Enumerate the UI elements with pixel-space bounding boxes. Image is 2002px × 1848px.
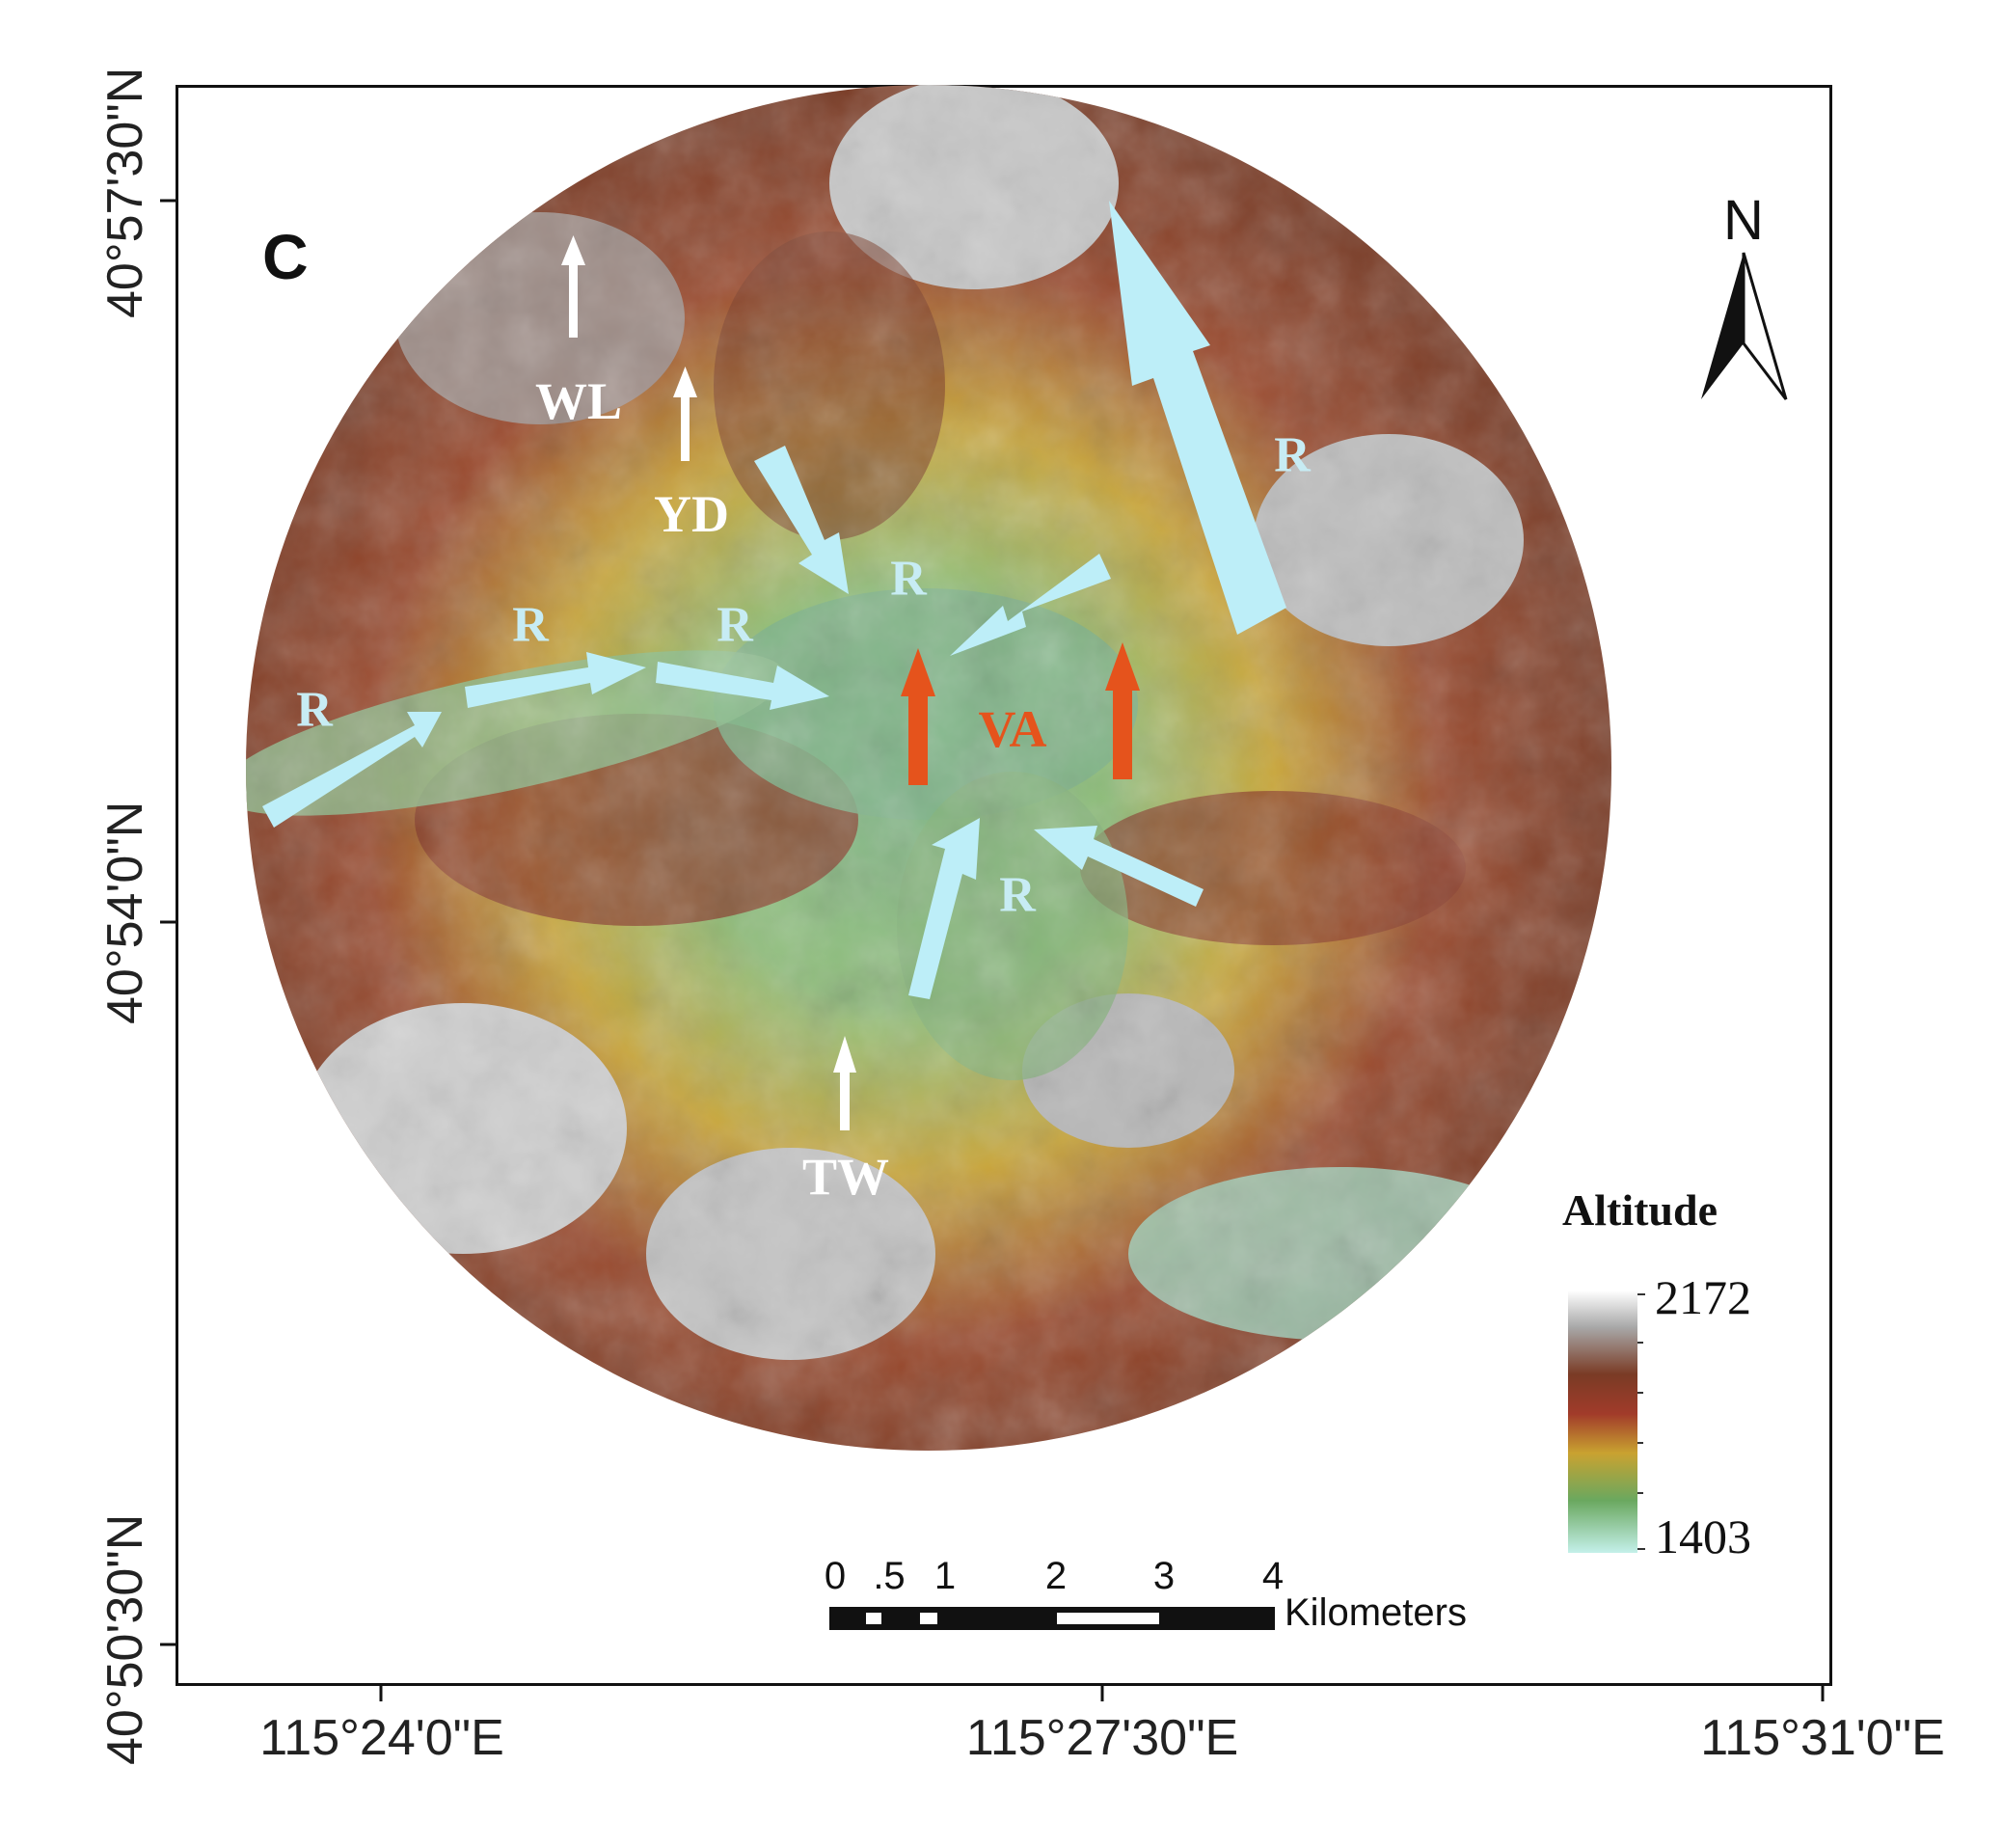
river-arrow-se xyxy=(1034,826,1204,907)
latitude-label-bottom: 40°50'30"N xyxy=(97,1513,153,1765)
site-arrows xyxy=(561,235,856,1130)
site-arrow-wl xyxy=(561,235,585,338)
site-label-tw: TW xyxy=(801,1148,890,1206)
river-arrow-w2 xyxy=(465,652,646,708)
legend-min-value: 1403 xyxy=(1655,1509,1751,1563)
valley-arrows xyxy=(901,642,1140,785)
site-arrow-tw xyxy=(833,1036,856,1130)
scale-tick-label: 4 xyxy=(1261,1555,1285,1597)
valley-label: VA xyxy=(978,700,1047,758)
site-label-wl: WL xyxy=(534,372,623,430)
scale-tick-label: .5 xyxy=(873,1555,906,1597)
legend-color-bar xyxy=(1568,1291,1637,1553)
river-arrow-w1 xyxy=(262,712,442,828)
north-label: N xyxy=(1723,189,1764,252)
river-label: R xyxy=(890,551,927,607)
legend-ticks xyxy=(1637,1293,1645,1550)
scale-unit-label: Kilometers xyxy=(1285,1591,1467,1634)
site-label-yd: YD xyxy=(654,485,729,543)
legend-max-value: 2172 xyxy=(1655,1270,1751,1324)
river-arrow-w3 xyxy=(656,662,829,710)
latitude-label-middle: 40°54'0"N xyxy=(97,801,153,1024)
valley-arrow-right xyxy=(1105,642,1140,779)
legend-title: Altitude xyxy=(1562,1185,1718,1235)
longitude-label-middle: 115°27'30"E xyxy=(965,1710,1239,1766)
river-arrows xyxy=(262,201,1286,999)
river-label: R xyxy=(999,867,1036,923)
river-label: R xyxy=(717,597,753,653)
river-arrow-ne xyxy=(950,554,1111,656)
scale-tick-label: 1 xyxy=(933,1555,957,1597)
valley-arrow-left xyxy=(901,648,935,785)
river-label: R xyxy=(512,597,549,653)
elevation-disc xyxy=(246,85,1611,1451)
scale-tick-label: 2 xyxy=(1044,1555,1068,1597)
river-label: R xyxy=(1274,427,1311,483)
north-arrow-icon xyxy=(1701,252,1788,400)
river-label: R xyxy=(296,682,333,738)
scale-tick-label: 3 xyxy=(1152,1555,1176,1597)
scale-bar xyxy=(829,1607,1275,1630)
graticule-ticks xyxy=(160,199,1825,1701)
river-arrow-large xyxy=(1109,201,1286,635)
site-arrow-yd xyxy=(673,367,697,461)
river-arrow-s xyxy=(908,818,980,999)
longitude-label-right: 115°31'0"E xyxy=(1700,1710,1945,1766)
scale-tick-label: 0 xyxy=(824,1555,847,1597)
panel-letter: C xyxy=(262,221,309,292)
river-arrow-nw xyxy=(754,446,849,594)
longitude-label-left: 115°24'0"E xyxy=(259,1710,504,1766)
latitude-label-top: 40°57'30"N xyxy=(97,67,153,318)
